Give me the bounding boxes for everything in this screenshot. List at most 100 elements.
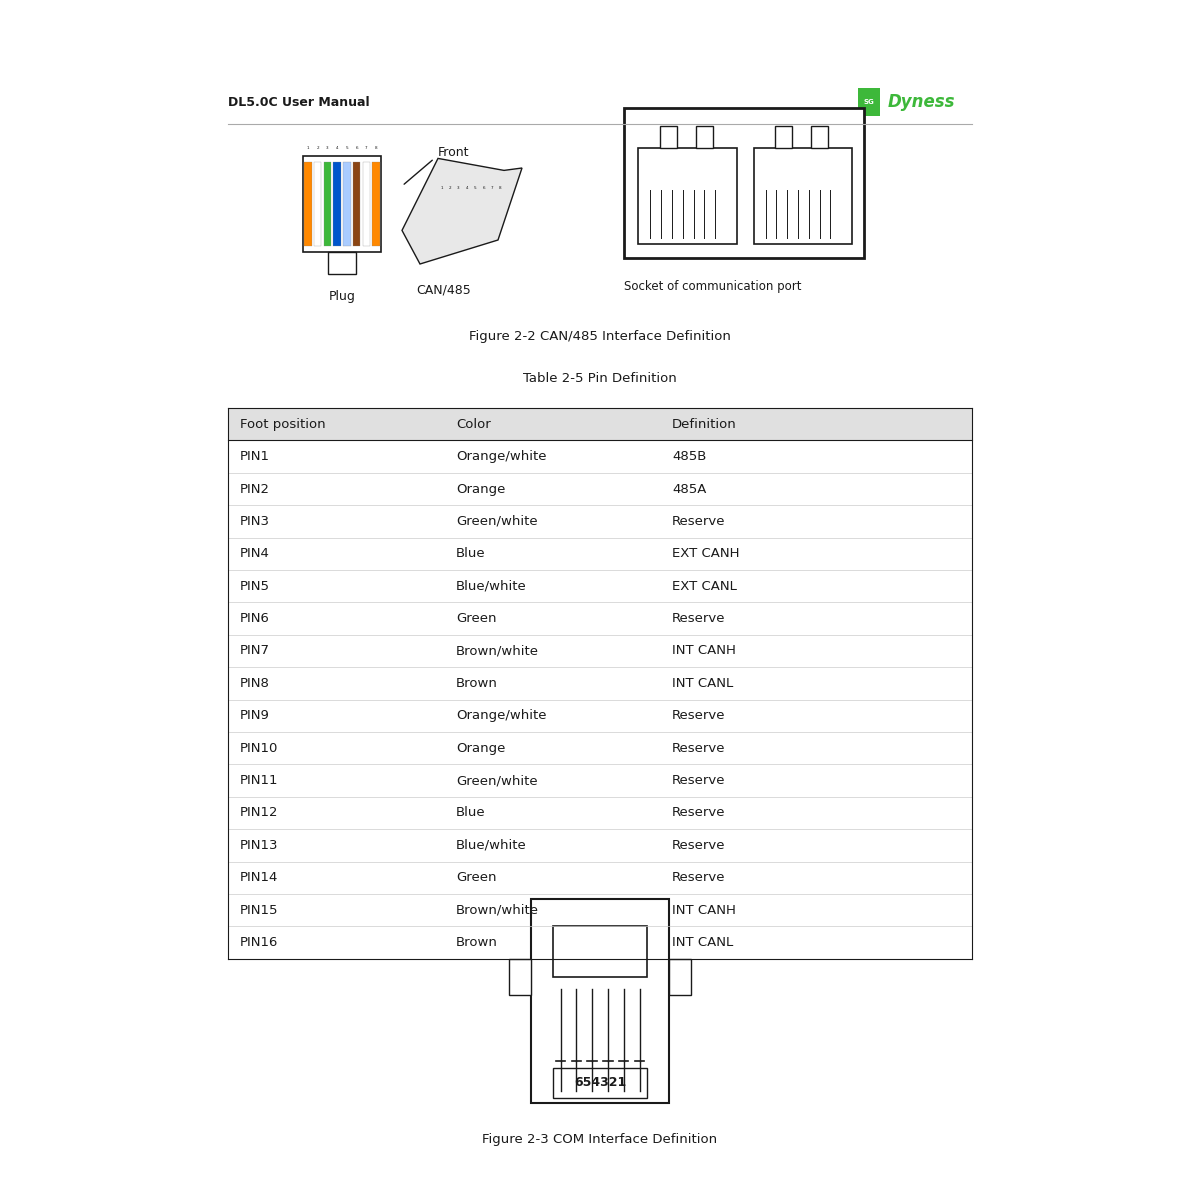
Text: PIN11: PIN11 xyxy=(240,774,278,787)
Text: 4: 4 xyxy=(336,146,338,150)
Bar xyxy=(334,162,341,246)
Text: Reserve: Reserve xyxy=(672,871,726,884)
Text: PIN15: PIN15 xyxy=(240,904,278,917)
Text: 2: 2 xyxy=(449,186,451,191)
Bar xyxy=(754,148,852,244)
Text: PIN2: PIN2 xyxy=(240,482,270,496)
Bar xyxy=(696,126,713,148)
Text: Reserve: Reserve xyxy=(672,709,726,722)
Text: PIN8: PIN8 xyxy=(240,677,270,690)
Text: CAN/485: CAN/485 xyxy=(416,283,472,296)
Text: 8: 8 xyxy=(499,186,502,191)
Text: Figure 2-2 CAN/485 Interface Definition: Figure 2-2 CAN/485 Interface Definition xyxy=(469,330,731,343)
Bar xyxy=(328,252,356,274)
Text: Brown/white: Brown/white xyxy=(456,904,539,917)
Text: 485B: 485B xyxy=(672,450,707,463)
Polygon shape xyxy=(402,158,522,264)
Bar xyxy=(553,926,648,977)
Text: Reserve: Reserve xyxy=(672,806,726,820)
Text: Brown: Brown xyxy=(456,936,498,949)
Text: Brown: Brown xyxy=(456,677,498,690)
Text: Blue/white: Blue/white xyxy=(456,839,527,852)
Text: 3: 3 xyxy=(457,186,460,191)
Text: Brown/white: Brown/white xyxy=(456,644,539,658)
Bar xyxy=(670,959,691,995)
Text: Reserve: Reserve xyxy=(672,742,726,755)
Bar xyxy=(811,126,828,148)
Text: PIN7: PIN7 xyxy=(240,644,270,658)
Text: Reserve: Reserve xyxy=(672,612,726,625)
Text: Green/white: Green/white xyxy=(456,774,538,787)
Text: 7: 7 xyxy=(491,186,493,191)
Text: PIN6: PIN6 xyxy=(240,612,270,625)
Text: Green: Green xyxy=(456,612,497,625)
Bar xyxy=(775,126,792,148)
Text: Blue: Blue xyxy=(456,806,486,820)
Bar xyxy=(530,899,670,1103)
Text: 5: 5 xyxy=(474,186,476,191)
Text: 4: 4 xyxy=(466,186,468,191)
Text: PIN16: PIN16 xyxy=(240,936,278,949)
Bar xyxy=(343,162,350,246)
Text: Table 2-5 Pin Definition: Table 2-5 Pin Definition xyxy=(523,372,677,385)
Text: 3: 3 xyxy=(326,146,329,150)
Text: 1: 1 xyxy=(440,186,443,191)
Text: INT CANL: INT CANL xyxy=(672,936,733,949)
Text: INT CANH: INT CANH xyxy=(672,644,736,658)
Text: 654321: 654321 xyxy=(574,1076,626,1090)
Text: Figure 2-3 COM Interface Definition: Figure 2-3 COM Interface Definition xyxy=(482,1133,718,1146)
Bar xyxy=(624,108,864,258)
Bar xyxy=(228,408,972,440)
Text: Reserve: Reserve xyxy=(672,774,726,787)
Bar xyxy=(509,959,530,995)
Bar xyxy=(638,148,737,244)
Bar xyxy=(372,162,379,246)
Text: Foot position: Foot position xyxy=(240,418,325,431)
Text: 2: 2 xyxy=(317,146,319,150)
Bar xyxy=(324,162,331,246)
Text: Green: Green xyxy=(456,871,497,884)
Text: PIN1: PIN1 xyxy=(240,450,270,463)
Text: DL5.0C User Manual: DL5.0C User Manual xyxy=(228,96,370,108)
Text: Blue: Blue xyxy=(456,547,486,560)
Bar xyxy=(302,156,380,252)
Text: 5: 5 xyxy=(346,146,348,150)
Text: INT CANH: INT CANH xyxy=(672,904,736,917)
Text: Orange: Orange xyxy=(456,742,505,755)
Text: Dyness: Dyness xyxy=(888,92,955,110)
Text: 485A: 485A xyxy=(672,482,707,496)
Text: Definition: Definition xyxy=(672,418,737,431)
Text: Green/white: Green/white xyxy=(456,515,538,528)
Text: 6: 6 xyxy=(482,186,485,191)
Bar xyxy=(553,1068,648,1098)
Text: PIN10: PIN10 xyxy=(240,742,278,755)
Text: PIN5: PIN5 xyxy=(240,580,270,593)
Text: PIN12: PIN12 xyxy=(240,806,278,820)
Text: Reserve: Reserve xyxy=(672,839,726,852)
Text: PIN3: PIN3 xyxy=(240,515,270,528)
Bar xyxy=(314,162,322,246)
Text: 8: 8 xyxy=(374,146,378,150)
Text: Front: Front xyxy=(438,146,469,158)
Text: PIN4: PIN4 xyxy=(240,547,270,560)
Bar xyxy=(660,126,677,148)
Text: Color: Color xyxy=(456,418,491,431)
Bar xyxy=(353,162,360,246)
Text: 1: 1 xyxy=(307,146,310,150)
Bar xyxy=(304,162,312,246)
Text: PIN14: PIN14 xyxy=(240,871,278,884)
Text: Orange/white: Orange/white xyxy=(456,709,546,722)
Text: PIN9: PIN9 xyxy=(240,709,270,722)
Text: 7: 7 xyxy=(365,146,367,150)
Text: 6: 6 xyxy=(355,146,358,150)
Text: Reserve: Reserve xyxy=(672,515,726,528)
Text: Blue/white: Blue/white xyxy=(456,580,527,593)
Text: EXT CANL: EXT CANL xyxy=(672,580,737,593)
Text: EXT CANH: EXT CANH xyxy=(672,547,739,560)
Bar xyxy=(362,162,370,246)
Text: INT CANL: INT CANL xyxy=(672,677,733,690)
FancyBboxPatch shape xyxy=(858,88,880,116)
Text: Orange: Orange xyxy=(456,482,505,496)
Text: Orange/white: Orange/white xyxy=(456,450,546,463)
Text: Socket of communication port: Socket of communication port xyxy=(624,280,802,293)
